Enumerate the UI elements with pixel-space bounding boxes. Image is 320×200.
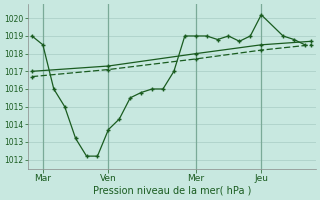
X-axis label: Pression niveau de la mer( hPa ): Pression niveau de la mer( hPa ) [92,186,251,196]
